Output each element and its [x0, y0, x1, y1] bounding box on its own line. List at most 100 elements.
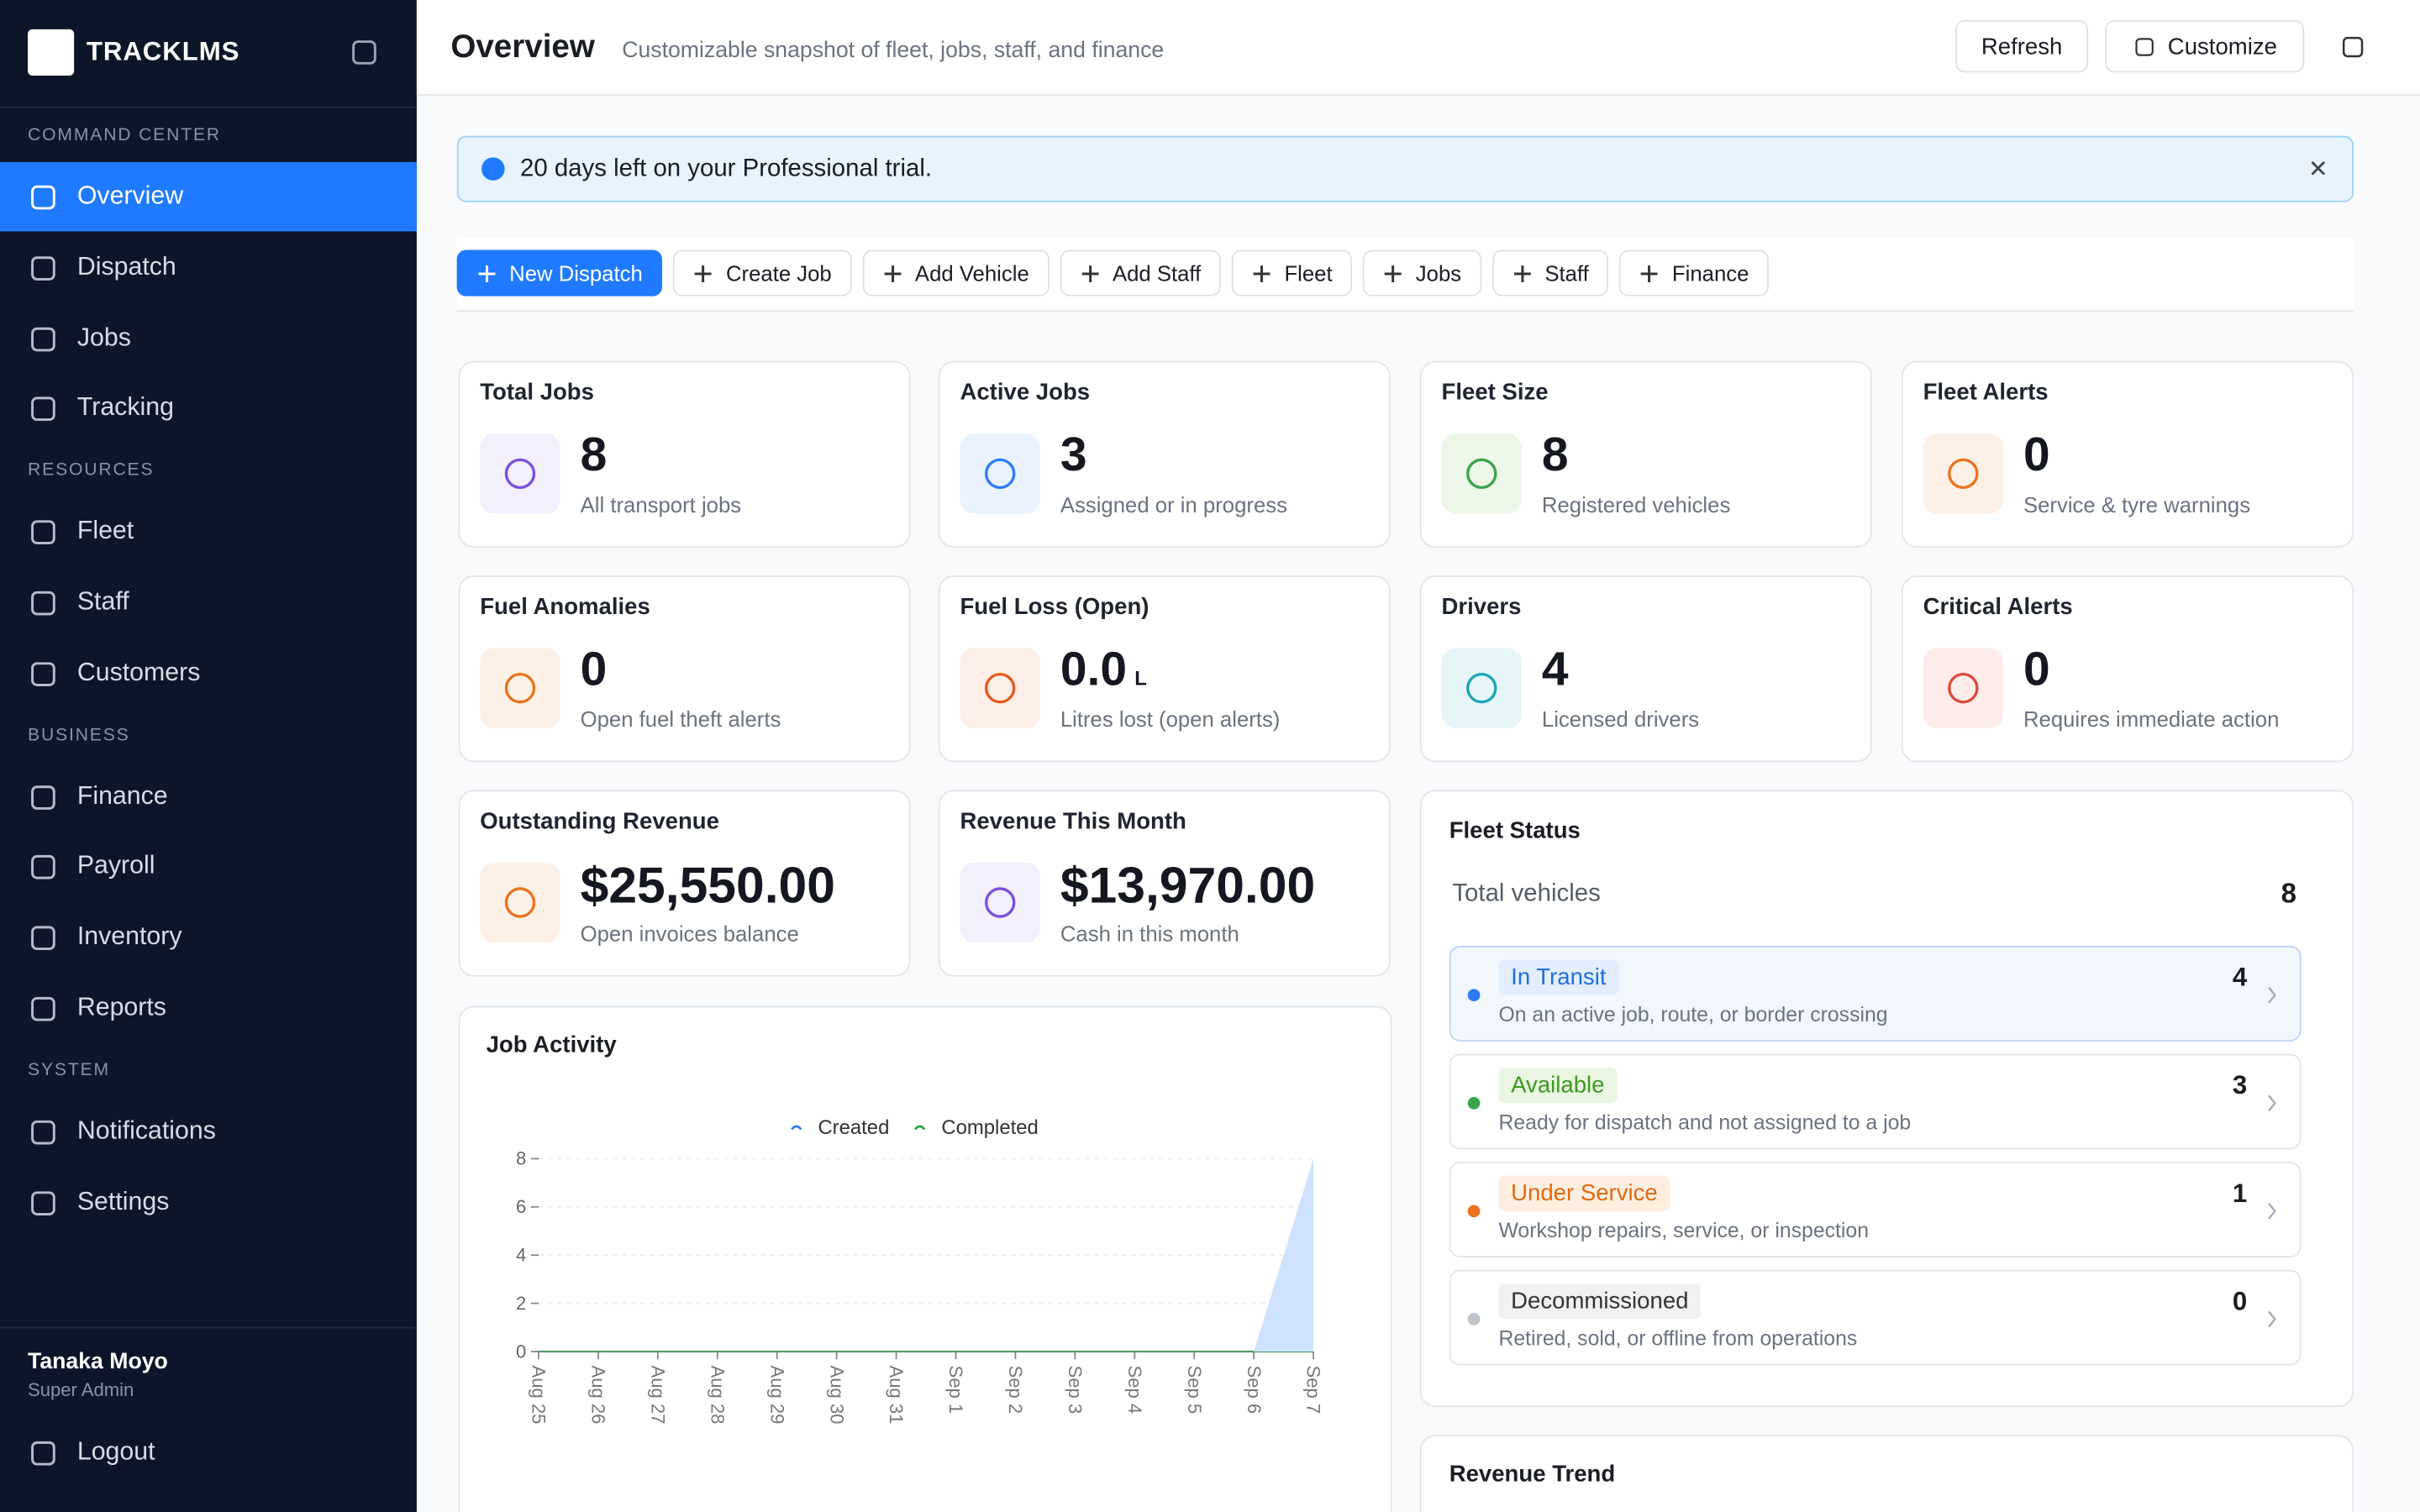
- stat-card: Outstanding Revenue $25,550.00 Open invoic…: [458, 790, 911, 977]
- chart: 0 2 4 6 8 Aug 25 Aug 26 Aug 27 Aug 28 Aug 29 Aug 3…: [516, 1116, 1324, 1425]
- card-title: Revenue Trend: [1449, 1461, 1616, 1488]
- stat-icon: [1923, 433, 2004, 514]
- nav-item[interactable]: Customers: [0, 638, 417, 708]
- value-text: 0.0: [1060, 642, 1128, 696]
- plus-icon: [884, 265, 902, 282]
- nav-item[interactable]: Inventory: [0, 903, 417, 973]
- action-button[interactable]: Create Job: [673, 249, 852, 297]
- close-icon: [2311, 160, 2326, 176]
- nav-item[interactable]: Finance: [0, 762, 417, 832]
- banner-text: 20 days left on your Professional trial.: [519, 155, 933, 182]
- action-label: Jobs: [1415, 260, 1462, 286]
- nav-item[interactable]: Fleet: [0, 497, 417, 567]
- x-tick-label: Sep 3: [1065, 1366, 1086, 1415]
- icon-shape: [31, 520, 55, 545]
- icon-shape: [31, 1441, 55, 1466]
- nav-item[interactable]: Staff: [0, 568, 417, 638]
- glyph: [504, 887, 536, 918]
- stat-title: Total Jobs: [480, 379, 594, 407]
- action-label: Add Staff: [1112, 260, 1202, 286]
- stat-card: Drivers 4 Licensed drivers: [1419, 575, 1872, 763]
- stat-glyph: [1466, 673, 1497, 704]
- status-count: 4: [2232, 963, 2248, 993]
- divider: [0, 1326, 417, 1329]
- status-count: 0: [2232, 1286, 2248, 1316]
- stat-glyph: [504, 673, 536, 704]
- status-row[interactable]: Decommissioned 0 Retired, sold, or offline…: [1449, 1269, 2302, 1366]
- x-tick-label: Aug 27: [648, 1366, 669, 1425]
- plus-icon: [1253, 265, 1270, 282]
- header-button[interactable]: Customize: [2105, 19, 2305, 73]
- icon: [31, 996, 55, 1021]
- stat-value: 0: [2023, 642, 2050, 697]
- stat-value: $13,970.00: [1060, 856, 1315, 915]
- action-button[interactable]: New Dispatch: [456, 249, 663, 297]
- icon: [31, 855, 55, 880]
- brand: TRACKLMS: [86, 37, 240, 66]
- chevron-path: [2268, 1095, 2276, 1112]
- icon-shape: [31, 1190, 55, 1215]
- stat-icon: [960, 862, 1040, 943]
- icon-shape: [31, 855, 55, 880]
- nav-item[interactable]: Reports: [0, 974, 417, 1043]
- stat-glyph: [985, 458, 1016, 490]
- section-title: SYSTEM: [28, 1061, 110, 1080]
- x-tick-label: Aug 28: [707, 1366, 728, 1425]
- status-row[interactable]: Under Service 1 Workshop repairs, service,…: [1449, 1162, 2302, 1257]
- stat-value: 8: [1542, 428, 1569, 483]
- plus: [1253, 265, 1270, 282]
- nav-item[interactable]: Settings: [0, 1168, 417, 1237]
- status-description: Retired, sold, or offline from operation…: [1498, 1326, 1858, 1351]
- chevron: [2268, 1095, 2276, 1112]
- nav-label: Fleet: [76, 517, 134, 545]
- action-button[interactable]: Finance: [1619, 249, 1770, 297]
- x-tick-label: Sep 7: [1303, 1366, 1324, 1415]
- nav-item[interactable]: Notifications: [0, 1097, 417, 1167]
- nav-item[interactable]: Tracking: [0, 374, 417, 444]
- stat-card: Fleet Alerts 0 Service & tyre warnings: [1901, 360, 2354, 549]
- glyph: [1466, 458, 1497, 490]
- nav-item[interactable]: Dispatch: [0, 233, 417, 302]
- nav-item[interactable]: Payroll: [0, 832, 417, 902]
- action-button[interactable]: Add Staff: [1060, 249, 1222, 297]
- stat-icon: [960, 648, 1040, 728]
- action-button[interactable]: Add Vehicle: [862, 249, 1050, 297]
- nav-label: Finance: [76, 781, 168, 810]
- value-text: 0: [2023, 427, 2050, 482]
- nav-item[interactable]: Overview: [0, 161, 417, 232]
- quick-actions: New Dispatch Create Job Add Vehicle Add Sta…: [456, 237, 2354, 312]
- info-circle: [481, 157, 505, 181]
- icon: [31, 1120, 55, 1145]
- stat-card: Fleet Size 8 Registered vehicles: [1419, 360, 1872, 549]
- stat-title: Active Jobs: [960, 379, 1091, 407]
- stat-card: Fuel Loss (Open) 0.0 L Litres lost (open al…: [938, 575, 1391, 763]
- nav-label: Staff: [76, 587, 129, 616]
- stat-card: Fuel Anomalies 0 Open fuel theft alerts: [458, 575, 911, 763]
- chevron-path: [2268, 1202, 2276, 1220]
- stat-caption: Licensed drivers: [1541, 706, 1700, 732]
- status-row[interactable]: In Transit 4 On an active job, route, or b…: [1449, 945, 2302, 1042]
- header-button[interactable]: Refresh: [1955, 19, 2089, 73]
- stat-caption: All transport jobs: [580, 491, 742, 517]
- icon: [31, 1441, 55, 1466]
- x-tick-label: Sep 1: [945, 1366, 966, 1415]
- action-button[interactable]: Staff: [1491, 249, 1609, 297]
- plus: [1513, 265, 1531, 282]
- stat-glyph: [1948, 673, 1979, 704]
- y-tick-label: 6: [516, 1196, 526, 1217]
- stat-card: Total Jobs 8 All transport jobs: [458, 360, 911, 549]
- icon-shape: [2134, 37, 2154, 55]
- divider: [0, 106, 417, 108]
- icon: [2342, 36, 2364, 58]
- status-row[interactable]: Available 3 Ready for dispatch and not ass…: [1449, 1053, 2302, 1150]
- nav-item[interactable]: Jobs: [0, 303, 417, 373]
- action-button[interactable]: Jobs: [1363, 249, 1482, 297]
- stat-icon: [480, 433, 560, 514]
- action-button[interactable]: Fleet: [1232, 249, 1353, 297]
- stat-value: $25,550.00: [581, 856, 835, 915]
- legend-swatch: [914, 1125, 926, 1131]
- glyph: [504, 673, 536, 704]
- logout[interactable]: Logout: [0, 1420, 417, 1488]
